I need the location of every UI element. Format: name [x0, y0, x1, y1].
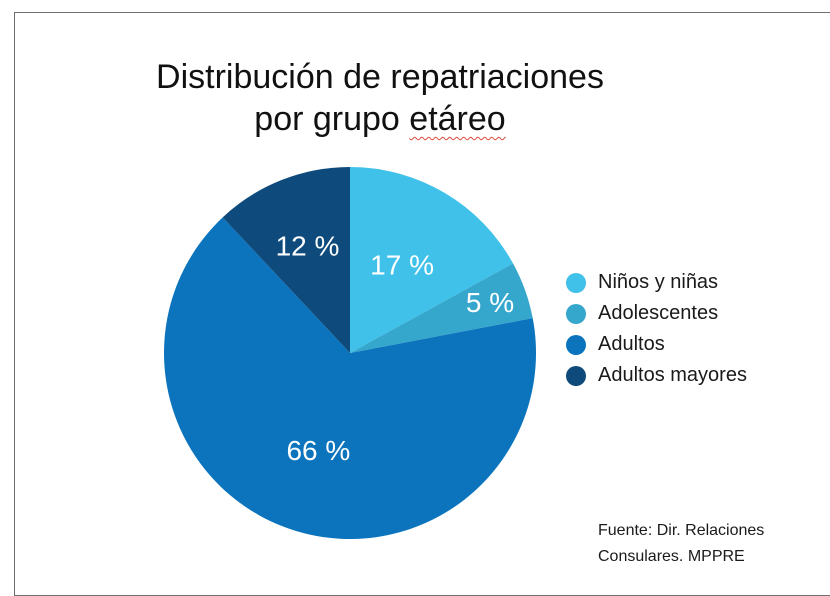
chart-title-line-2-text: por grupo [254, 100, 410, 138]
slice-label-adolescentes: 5 % [466, 287, 514, 318]
chart-title-line-2: por grupo etáreo [0, 98, 760, 140]
pie-slice-adultos [164, 217, 537, 539]
chart-legend: Niños y niñas Adolescentes Adultos Adultos … [566, 267, 747, 391]
chart-title: Distribución de repatriaciones por grupo… [0, 56, 760, 140]
legend-item: Adultos mayores [566, 360, 747, 391]
slice-label-adultos: 66 % [286, 435, 350, 466]
source-line-2: Consulares. MPPRE [598, 548, 745, 565]
legend-item: Niños y niñas [566, 267, 747, 298]
chart-title-line-1: Distribución de repatriaciones [156, 58, 604, 96]
legend-swatch [566, 365, 586, 386]
legend-item: Adultos [566, 329, 747, 360]
legend-label: Niños y niñas [598, 271, 719, 293]
legend-label: Adultos mayores [598, 364, 747, 386]
pie-slice-niños-y-niñas [350, 167, 513, 353]
pie-slice-adolescentes [350, 263, 533, 353]
source-note: Fuente: Dir. Relaciones Consulares. MPPR… [598, 518, 764, 570]
legend-swatch [566, 272, 586, 293]
spellcheck-underlined-word: etáreo [409, 100, 506, 138]
legend-swatch [566, 303, 586, 324]
legend-label: Adultos [598, 333, 665, 355]
legend-label: Adolescentes [598, 302, 719, 324]
legend-item: Adolescentes [566, 298, 747, 329]
slice-label-adultos-mayores: 12 % [276, 230, 340, 261]
slice-label-niños-y-niñas: 17 % [370, 249, 434, 280]
pie-slice-adultos-mayores [222, 167, 350, 353]
source-line-1: Fuente: Dir. Relaciones [598, 522, 765, 539]
pie-chart: 17 % 5 % 66 % 12 % [164, 167, 537, 539]
legend-swatch [566, 334, 586, 355]
